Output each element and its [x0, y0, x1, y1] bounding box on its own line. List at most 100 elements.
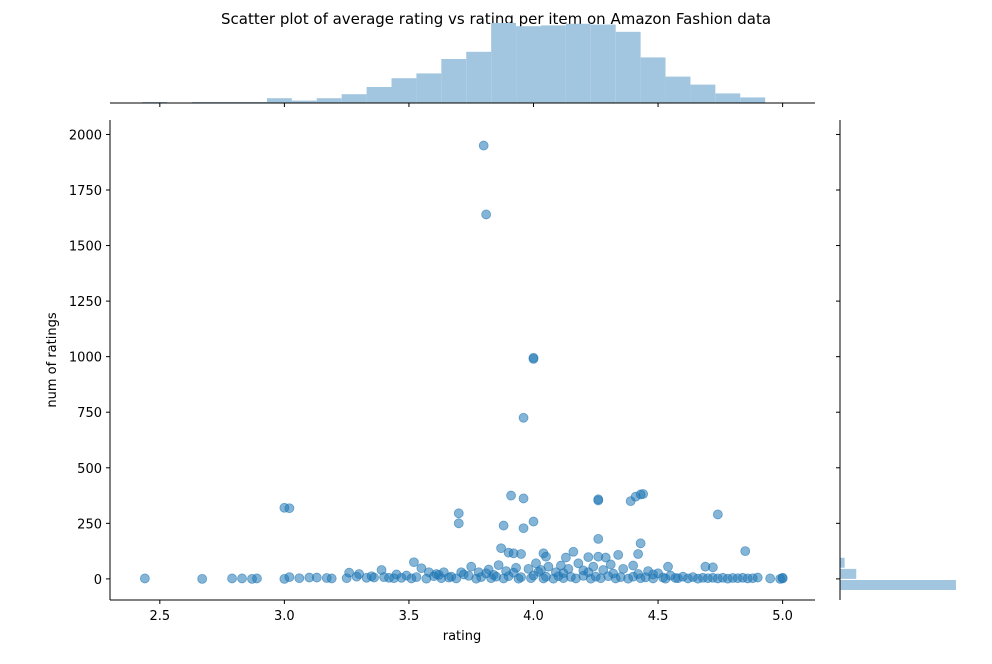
y-hist-bar [840, 557, 845, 568]
scatter-point [605, 559, 616, 570]
x-hist-bar [740, 97, 766, 103]
scatter-point [453, 508, 464, 519]
scatter-point [560, 552, 571, 563]
y-tick-label: 750 [77, 406, 102, 421]
scatter-point [453, 518, 464, 529]
scatter-points [139, 140, 788, 584]
scatter-point [702, 573, 713, 584]
x-marginal-histogram [110, 23, 815, 107]
scatter-point [379, 572, 389, 583]
scatter-point [227, 573, 237, 584]
scatter-point [593, 495, 604, 506]
scatter-point [608, 568, 619, 579]
scatter-point [433, 569, 444, 580]
x-hist-bar [540, 25, 566, 103]
scatter-point [506, 490, 516, 501]
x-tick-label: 2.5 [149, 609, 170, 624]
x-hist-bar [665, 76, 691, 103]
scatter-point [252, 573, 262, 584]
x-hist-bar [266, 98, 292, 103]
scatter-point [518, 412, 529, 423]
x-hist-bar [391, 78, 417, 103]
x-hist-bar [416, 73, 442, 103]
scatter-point [523, 563, 534, 574]
scatter-point [518, 493, 529, 504]
scatter-point [623, 573, 634, 584]
y-tick-label: 500 [77, 462, 102, 477]
scatter-point [493, 560, 504, 571]
x-hist-bar [516, 26, 541, 104]
scatter-point [693, 573, 703, 584]
scatter-point [526, 573, 536, 584]
scatter-point [541, 551, 551, 562]
y-marginal-histogram [836, 120, 956, 600]
main-axes: 2.5 3.0 3.5 4.0 4.5 5.0 0 250 500 750 1000 1250 1500… [69, 120, 815, 624]
scatter-point [498, 573, 509, 584]
scatter-point [712, 573, 723, 584]
y-hist-bar [840, 568, 857, 579]
scatter-point [344, 567, 355, 578]
scatter-point [707, 562, 718, 573]
scatter-point [528, 516, 539, 527]
y-axis-label: num of ratings [45, 312, 60, 407]
scatter-point [471, 573, 482, 584]
scatter-point [740, 546, 751, 557]
scatter-point [600, 552, 611, 563]
y-hist-bar [840, 580, 956, 590]
x-tick-label: 3.5 [399, 609, 420, 624]
x-hist-bar [366, 87, 392, 103]
y-tick-label: 1000 [69, 351, 102, 366]
scatter-point [583, 552, 594, 563]
scatter-point [593, 533, 604, 544]
scatter-point [406, 573, 417, 584]
scatter-point [595, 573, 606, 584]
scatter-point [311, 572, 322, 583]
scatter-point [722, 573, 733, 584]
scatter-point [284, 503, 295, 514]
scatter-point [237, 573, 247, 584]
scatter-point [369, 572, 379, 583]
y-tick-label: 1500 [69, 240, 102, 255]
scatter-point [568, 546, 579, 557]
x-tick-label: 5.0 [772, 609, 793, 624]
y-tick-label: 1750 [69, 184, 102, 199]
scatter-point [648, 569, 658, 580]
scatter-point [775, 573, 786, 584]
scatter-point [496, 543, 507, 554]
scatter-point [663, 561, 673, 572]
x-hist-bar [715, 93, 741, 103]
y-tick-label: 0 [94, 573, 102, 588]
scatter-point [478, 140, 489, 151]
y-tick-label: 250 [77, 517, 102, 532]
x-tick-label: 4.0 [523, 609, 544, 624]
scatter-point [543, 561, 554, 572]
scatter-point [389, 573, 399, 584]
scatter-point [538, 573, 549, 584]
x-hist-bar [491, 23, 517, 103]
scatter-point [683, 573, 693, 584]
x-hist-bar [690, 84, 716, 103]
scatter-point [284, 572, 295, 583]
y-tick-label: 1250 [69, 295, 102, 310]
scatter-point [456, 567, 467, 578]
scatter-point [633, 569, 644, 579]
x-tick-label: 4.5 [648, 609, 669, 624]
x-hist-bar [466, 51, 492, 103]
x-axis-label: rating [443, 629, 482, 644]
scatter-point [528, 353, 539, 364]
scatter-point [516, 549, 526, 559]
scatter-point [326, 573, 337, 584]
scatter-point [558, 568, 569, 579]
scatter-point [409, 557, 419, 568]
scatter-point [732, 573, 743, 584]
scatter-point [481, 568, 492, 579]
scatter-point [197, 573, 208, 584]
scatter-point [416, 563, 427, 574]
scatter-point [533, 566, 544, 577]
scatter-point [466, 561, 477, 572]
x-hist-bar [640, 57, 666, 103]
scatter-point [573, 558, 584, 569]
x-hist-bar [341, 94, 367, 103]
scatter-point [635, 538, 646, 549]
scatter-point [712, 509, 723, 520]
